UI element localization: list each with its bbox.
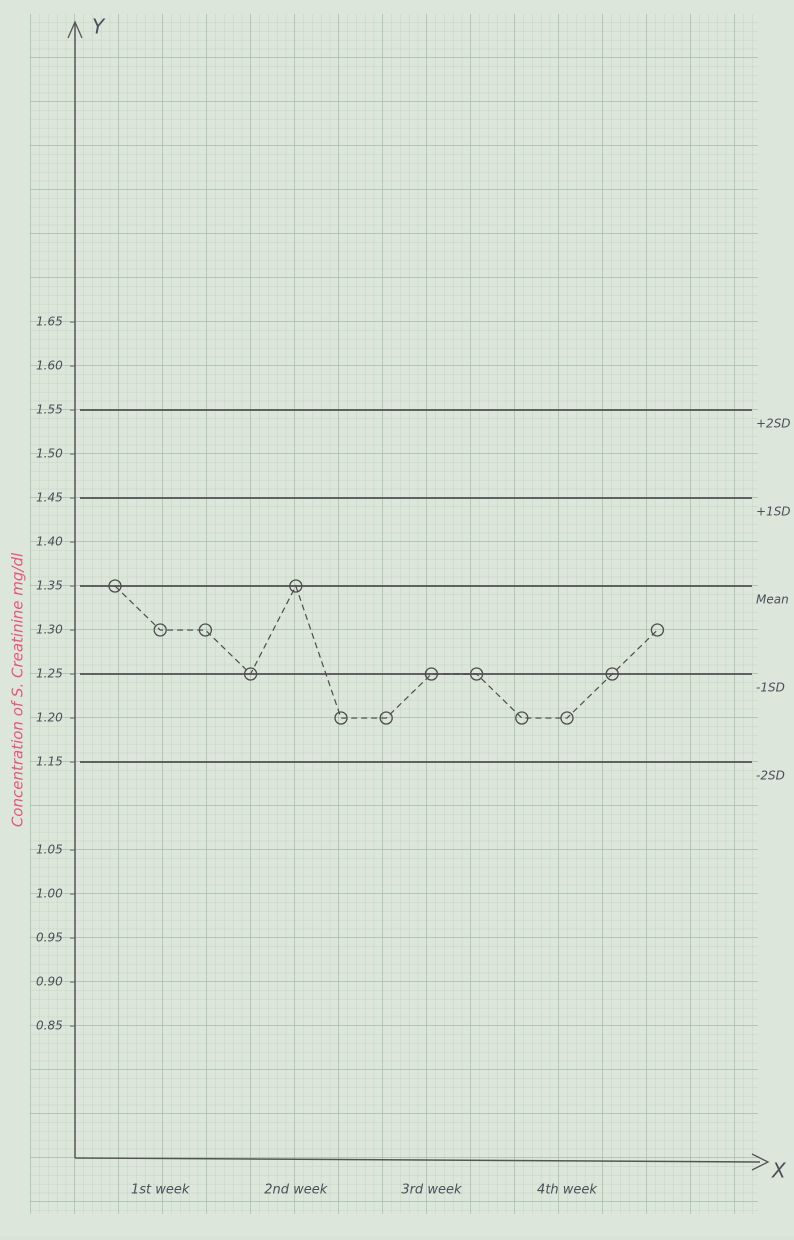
reference-label: -2SD — [756, 769, 785, 783]
x-axis-letter: X — [771, 1159, 787, 1183]
y-tick-label: 1.40 — [36, 535, 63, 549]
y-tick-label: 0.85 — [36, 1019, 63, 1033]
y-tick-label: 1.30 — [36, 623, 63, 637]
reference-label: -1SD — [756, 681, 785, 695]
graph-grid — [30, 14, 758, 1214]
y-tick-label: 1.35 — [36, 579, 63, 593]
x-tick-label: 4th week — [537, 1183, 597, 1198]
y-tick-label: 1.00 — [36, 887, 63, 901]
y-tick-label: 0.95 — [36, 931, 63, 945]
reference-label: +1SD — [756, 505, 791, 519]
y-tick-label: 1.45 — [36, 491, 63, 505]
y-tick-label: 1.05 — [36, 843, 63, 857]
page: {"chart_data": { "type": "line", "y_labe… — [0, 0, 794, 1236]
x-tick-label: 3rd week — [401, 1183, 462, 1198]
y-tick-label: 1.15 — [36, 755, 63, 769]
chart: Y X Concentration of S. Creatinine mg/dl… — [0, 0, 794, 1236]
y-axis-title: Concentration of S. Creatinine mg/dl — [9, 552, 27, 827]
y-tick-label: 1.20 — [36, 711, 63, 725]
reference-label: Mean — [756, 593, 789, 607]
x-tick-label: 1st week — [131, 1183, 190, 1198]
x-tick-label: 2nd week — [264, 1183, 328, 1198]
y-tick-label: 1.55 — [36, 403, 63, 417]
y-tick-label: 1.25 — [36, 667, 63, 681]
y-tick-label: 1.50 — [36, 447, 63, 461]
y-tick-label: 0.90 — [36, 975, 63, 989]
y-tick-label: 1.65 — [36, 315, 63, 329]
reference-label: +2SD — [756, 417, 791, 431]
y-tick-label: 1.60 — [36, 359, 63, 373]
y-axis-letter: Y — [92, 15, 106, 39]
